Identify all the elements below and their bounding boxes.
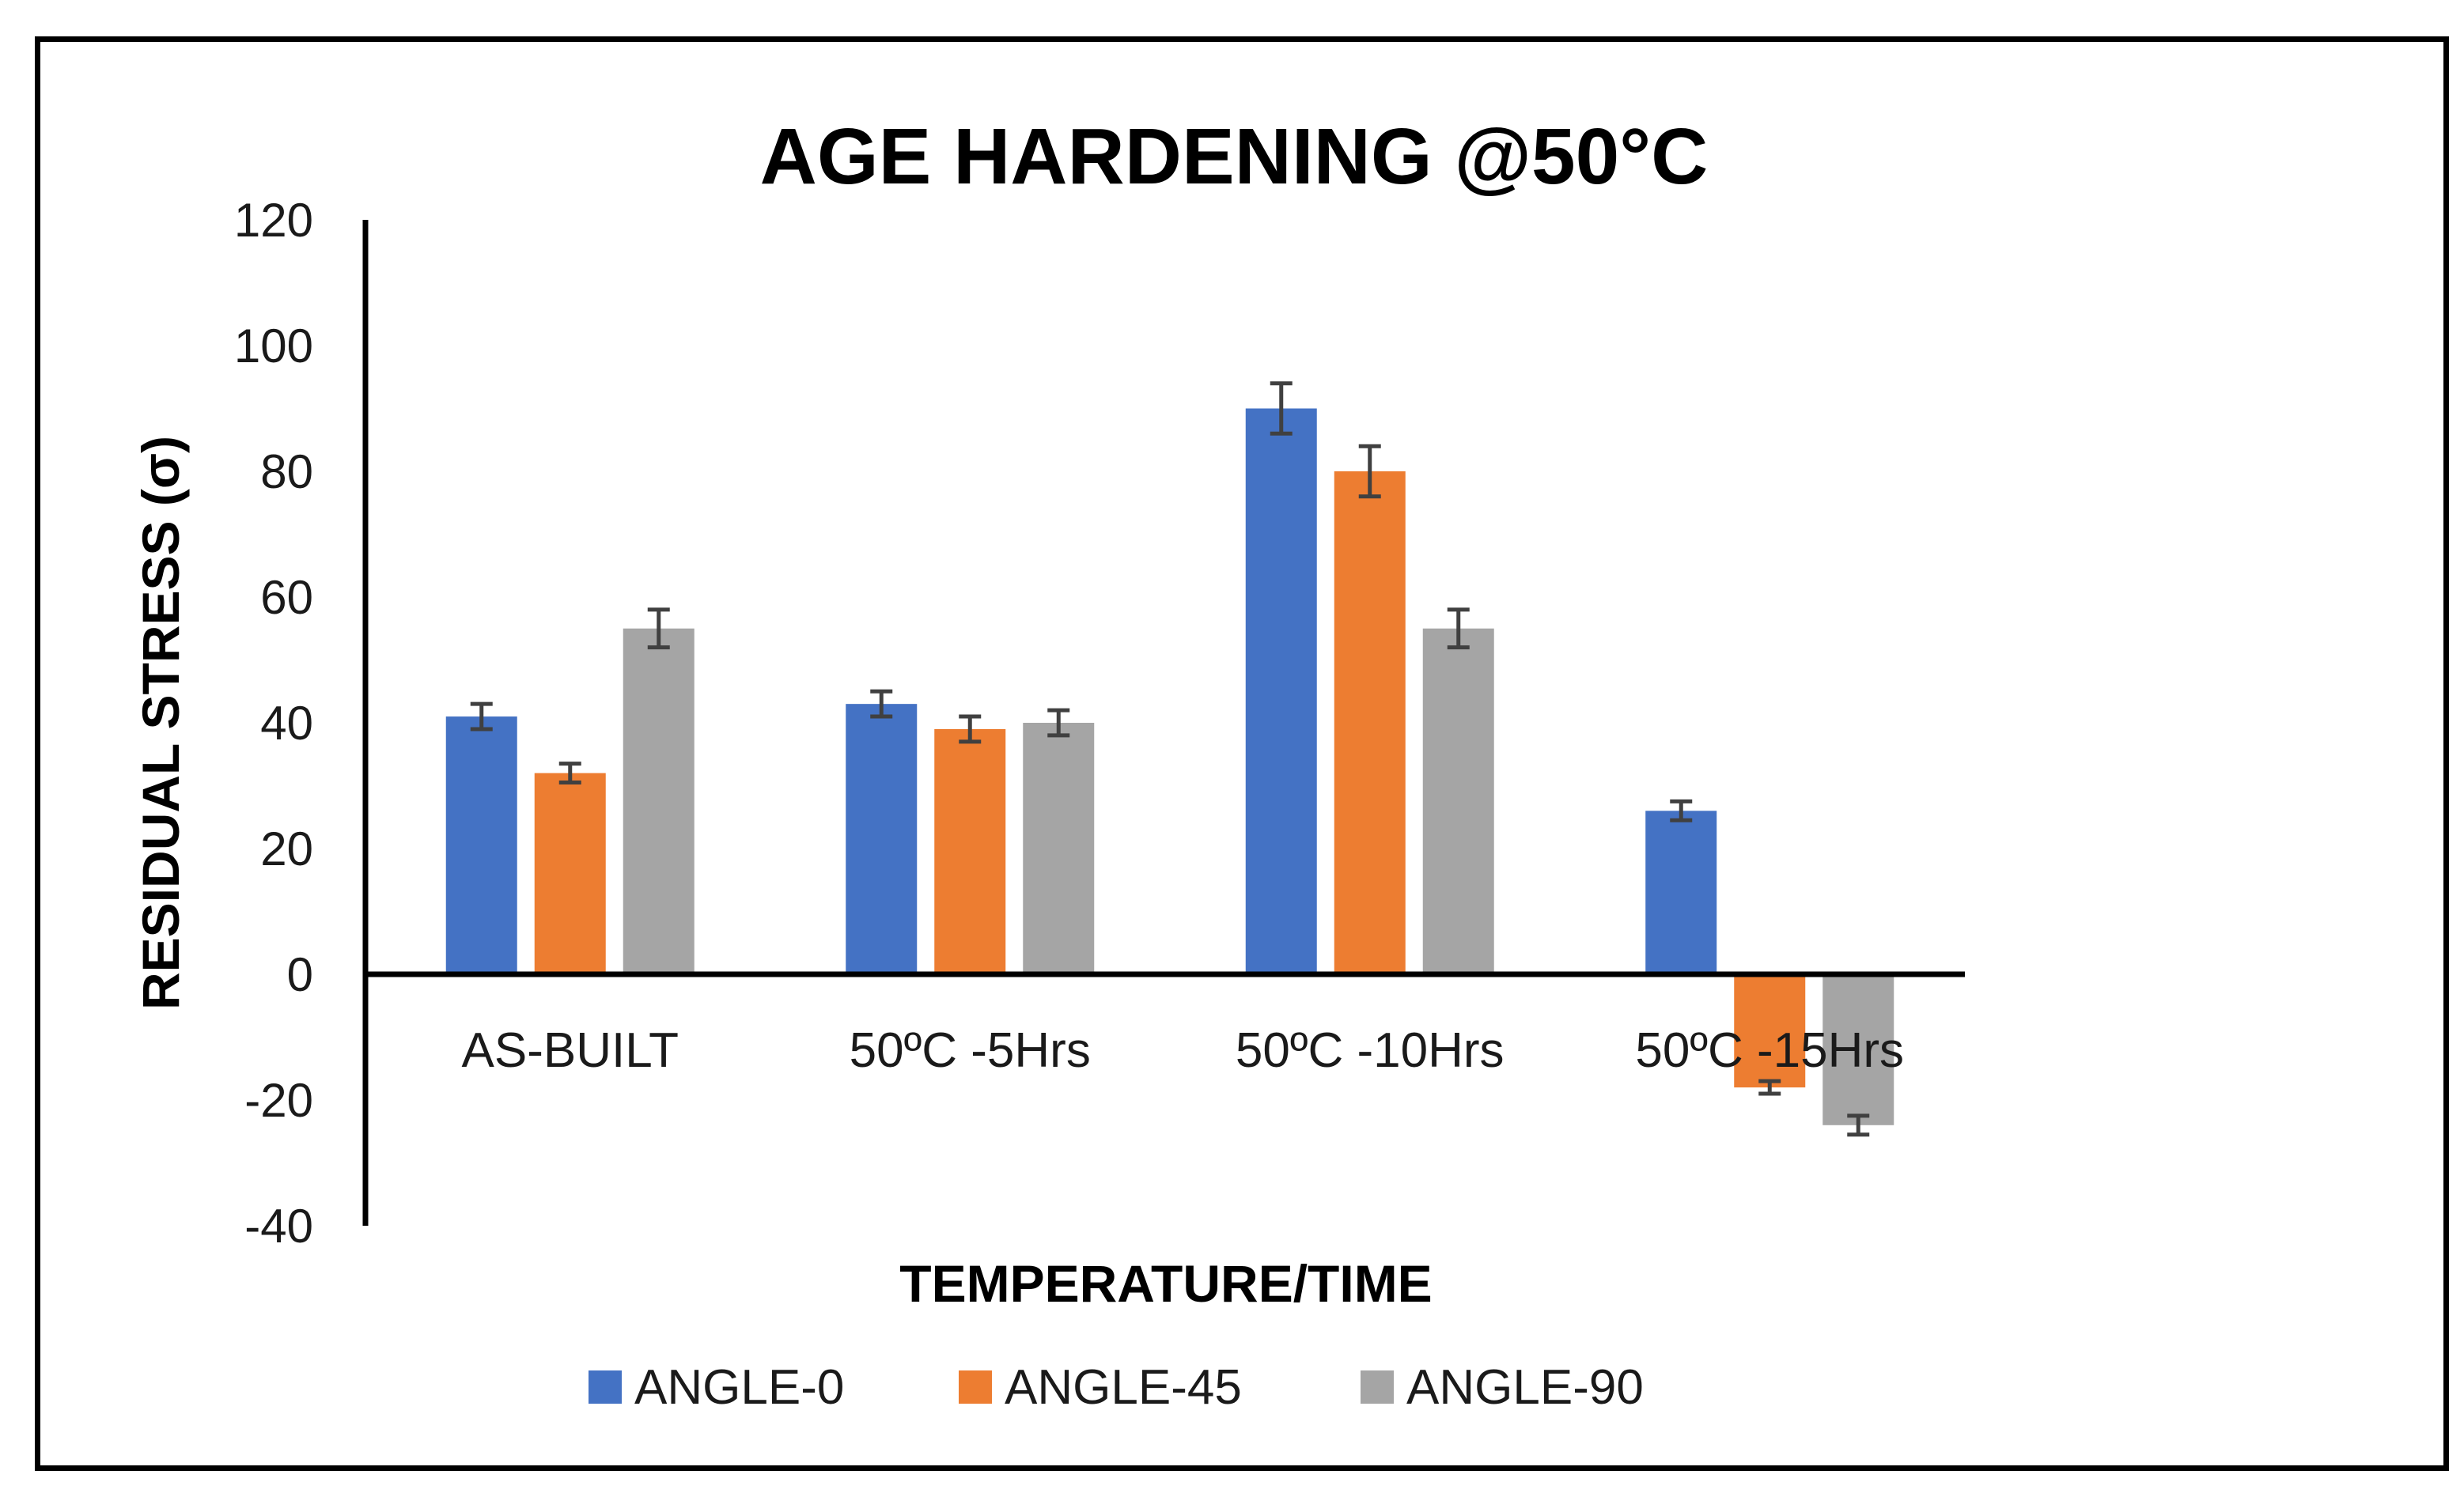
y-tick-label: 120 xyxy=(234,194,313,247)
bar-angle-45 xyxy=(1734,974,1806,1088)
bar-angle-90 xyxy=(1023,723,1095,974)
y-tick-label: -20 xyxy=(244,1074,313,1127)
y-tick-label: -40 xyxy=(244,1200,313,1253)
legend-swatch-angle-90 xyxy=(1361,1370,1394,1404)
bar-angle-45 xyxy=(934,728,1006,974)
x-tick-label: AS-BUILT xyxy=(462,1023,679,1078)
bar-angle-90 xyxy=(1822,974,1894,1125)
bar-angle-90 xyxy=(1422,628,1494,974)
y-tick-label: 100 xyxy=(234,319,313,372)
legend: ANGLE-0 ANGLE-45 ANGLE-90 xyxy=(589,1360,1644,1415)
bar-angle-0 xyxy=(445,716,517,974)
legend-label-angle-90: ANGLE-90 xyxy=(1406,1360,1644,1415)
x-tick-label: 50ºC -10Hrs xyxy=(1236,1023,1505,1078)
y-tick-label: 20 xyxy=(260,822,313,875)
bar-angle-0 xyxy=(846,704,918,974)
y-tick-label: 40 xyxy=(260,697,313,750)
chart-frame xyxy=(35,36,2449,1471)
bar-angle-0 xyxy=(1245,408,1317,974)
bar-angle-45 xyxy=(534,773,606,974)
x-tick-label: 50ºC -5Hrs xyxy=(850,1023,1091,1078)
legend-label-angle-45: ANGLE-45 xyxy=(1005,1360,1242,1415)
legend-swatch-angle-0 xyxy=(589,1370,622,1404)
chart-title: AGE HARDENING @50°C xyxy=(760,112,1709,201)
legend-label-angle-0: ANGLE-0 xyxy=(634,1360,844,1415)
bar-angle-90 xyxy=(623,628,695,974)
bar-angle-45 xyxy=(1334,471,1406,974)
bar-angle-0 xyxy=(1645,811,1717,974)
x-axis-title: TEMPERATURE/TIME xyxy=(899,1254,1432,1313)
y-tick-label: 60 xyxy=(260,571,313,624)
y-axis-title: RESIDUAL STRESS (σ) xyxy=(131,436,190,1010)
legend-swatch-angle-45 xyxy=(959,1370,992,1404)
y-tick-label: 80 xyxy=(260,445,313,498)
x-tick-label: 50ºC -15Hrs xyxy=(1635,1023,1904,1078)
y-tick-label: 0 xyxy=(287,948,313,1001)
